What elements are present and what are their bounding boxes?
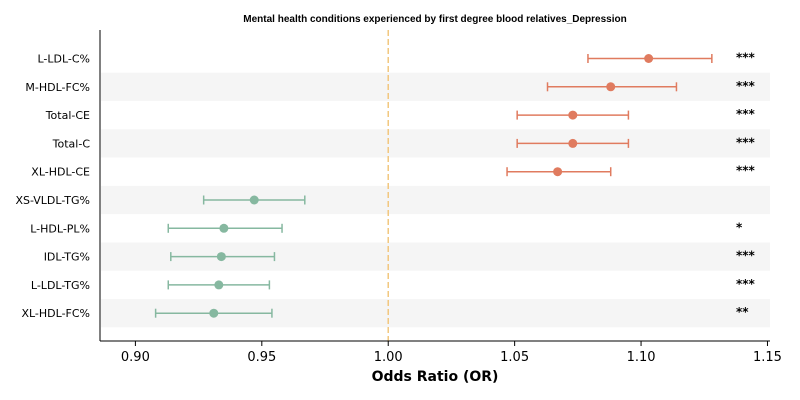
y-tick-label: Total-C <box>52 137 91 150</box>
significance-label: *** <box>736 277 756 291</box>
y-tick-label: XL-HDL-CE <box>31 166 90 179</box>
significance-label: * <box>736 220 743 234</box>
row-stripes <box>101 72 770 328</box>
x-axis-label: Odds Ratio (OR) <box>372 369 499 385</box>
y-tick-label: M-HDL-FC% <box>25 81 90 94</box>
y-tick-label: XL-HDL-FC% <box>21 307 90 320</box>
y-tick-label: XS-VLDL-TG% <box>15 194 90 207</box>
or-point <box>209 308 219 318</box>
y-tick-label: IDL-TG% <box>44 251 90 264</box>
chart-title: Mental health conditions experienced by … <box>243 14 626 25</box>
or-point <box>553 167 563 177</box>
significance-labels: ************************ <box>736 51 756 320</box>
ci-bars <box>154 54 713 318</box>
or-point <box>249 195 259 205</box>
y-tick-label: L-HDL-PL% <box>30 222 90 235</box>
y-tick-label: L-LDL-C% <box>37 53 90 66</box>
significance-label: *** <box>736 135 756 149</box>
or-point <box>568 138 578 148</box>
or-point <box>606 82 616 92</box>
y-tick-label: Total-CE <box>45 109 90 122</box>
row-stripe <box>101 129 770 158</box>
x-tick-label: 1.05 <box>500 350 529 365</box>
or-point <box>219 223 229 233</box>
y-axis-labels: L-LDL-C% M-HDL-FC% Total-CE Total-C XL-HDL-C… <box>15 53 90 321</box>
axes <box>99 30 770 342</box>
significance-label: *** <box>736 249 756 263</box>
significance-label: *** <box>736 51 756 65</box>
x-tick-label: 0.95 <box>247 350 276 365</box>
x-axis-ticks: 0.90 0.95 1.00 1.05 1.10 1.15 <box>121 341 782 365</box>
significance-label: *** <box>736 79 756 93</box>
significance-label: *** <box>736 107 756 121</box>
x-tick-label: 0.90 <box>121 350 150 365</box>
x-tick-label: 1.00 <box>374 350 403 365</box>
or-point <box>214 280 224 290</box>
significance-label: *** <box>736 164 756 178</box>
or-point <box>216 252 226 262</box>
y-tick-label: L-LDL-TG% <box>31 279 90 292</box>
significance-label: ** <box>736 305 749 319</box>
x-tick-label: 1.10 <box>627 350 656 365</box>
or-point <box>644 54 654 63</box>
row-stripe <box>101 185 770 215</box>
or-point <box>568 110 578 120</box>
x-tick-label: 1.15 <box>753 350 782 365</box>
